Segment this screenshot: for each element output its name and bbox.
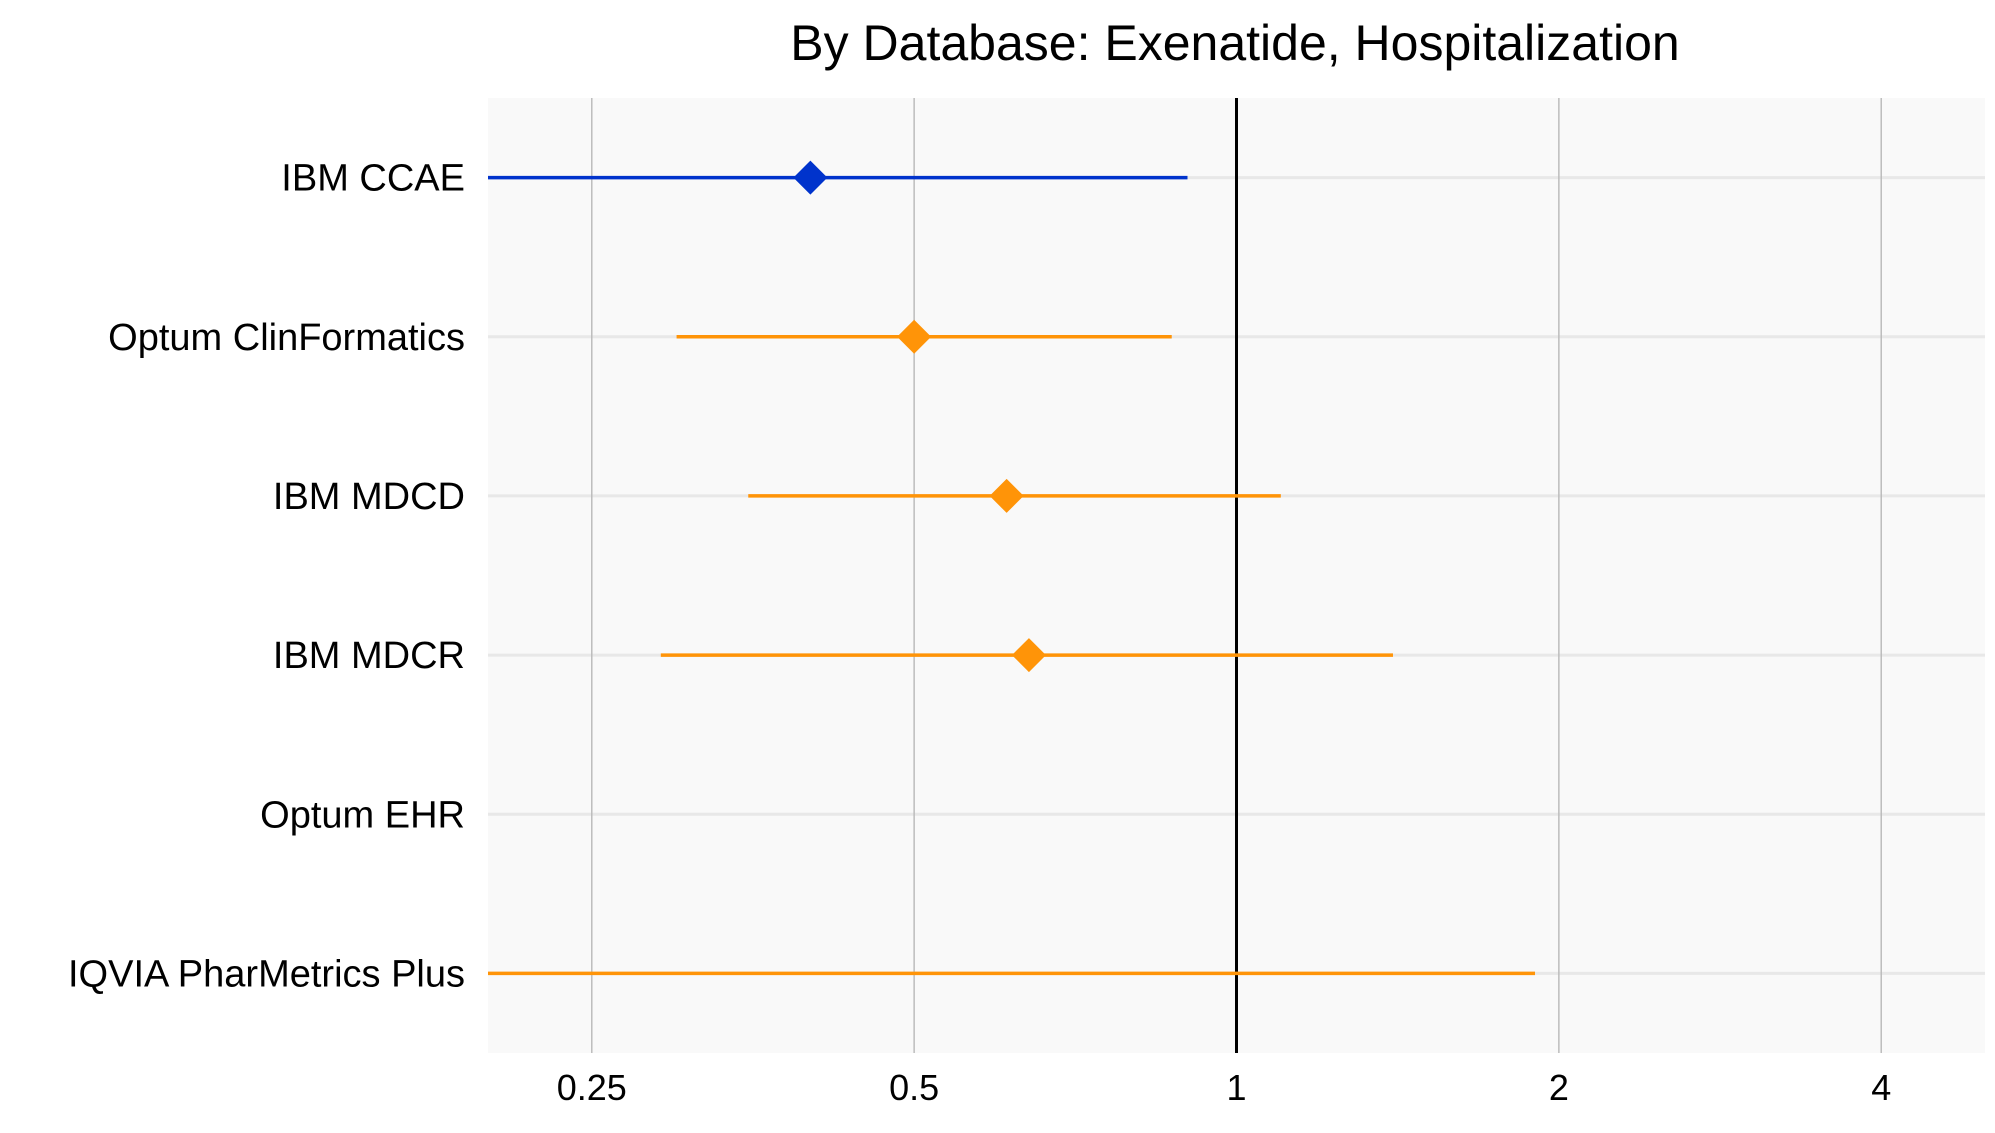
database-label: IBM MDCD [273,476,465,518]
x-tick-label: 2 [1549,1067,1569,1108]
point-estimate-diamond [1011,638,1046,673]
point-estimate-diamond [989,478,1024,513]
x-tick-label: 0.5 [889,1067,939,1108]
x-tick-label: 1 [1226,1067,1246,1108]
x-tick-label: 0.25 [557,1067,627,1108]
database-label: Optum ClinFormatics [108,317,465,359]
y-axis-labels: IBM CCAE Optum ClinFormatics IBM MDCD IBM M… [68,158,465,996]
chart-title: By Database: Exenatide, Hospitalization [790,15,1679,71]
x-tick-label: 4 [1871,1067,1891,1108]
database-label: IQVIA PharMetrics Plus [68,953,465,995]
point-estimate-diamond [897,319,932,354]
database-label: IBM CCAE [281,158,465,200]
database-label: Optum EHR [260,794,465,836]
database-label: IBM MDCR [273,635,465,677]
point-estimate-diamond [793,160,828,195]
x-axis-tick-labels: 0.25 0.5 1 2 4 [557,1067,1892,1108]
estimate-point-layer [793,160,1046,673]
